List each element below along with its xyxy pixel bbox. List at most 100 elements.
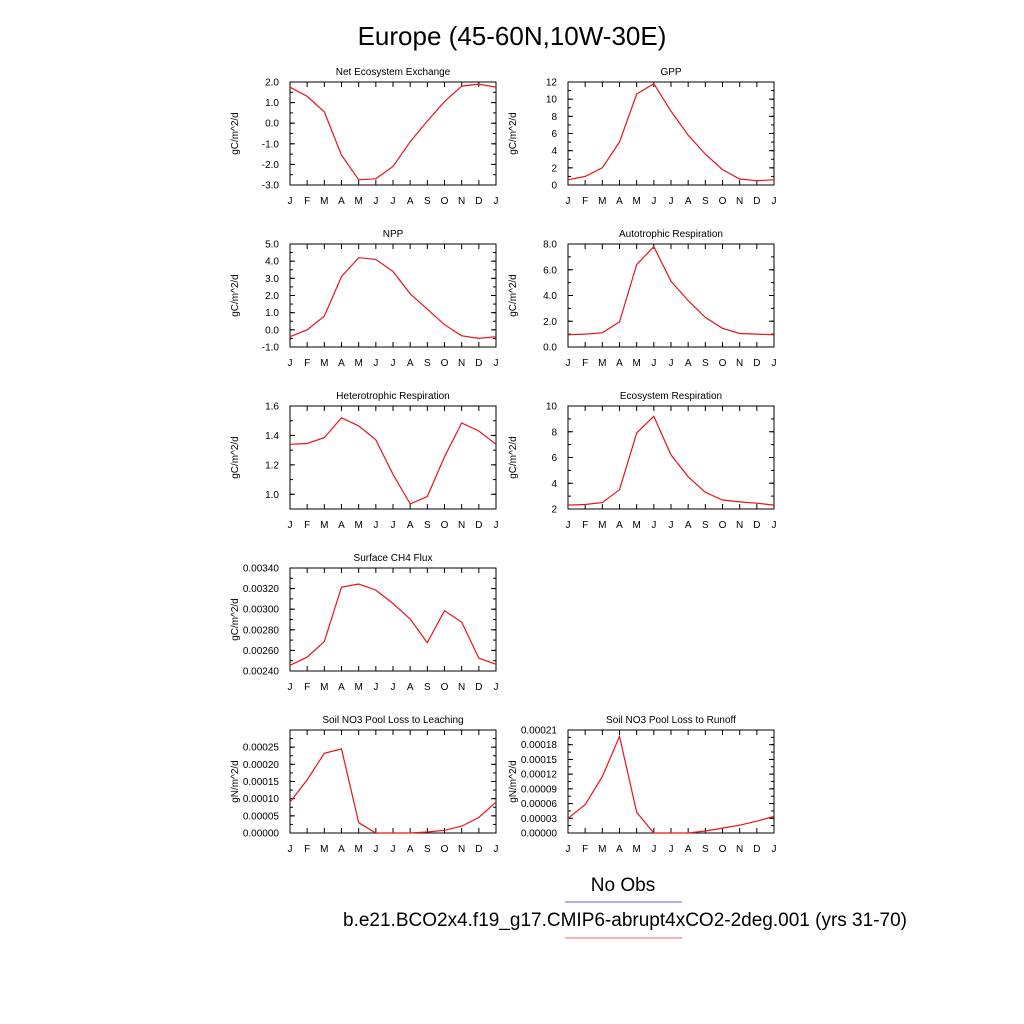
x-tick-label: F — [304, 520, 310, 531]
x-tick-label: S — [702, 358, 709, 369]
y-tick-label: 4.0 — [543, 291, 557, 302]
x-tick-label: O — [719, 844, 727, 855]
x-tick-label: M — [632, 520, 640, 531]
x-tick-label: M — [354, 196, 362, 207]
x-tick-label: J — [494, 682, 499, 693]
y-axis-label: gC/m^2/d — [230, 274, 241, 317]
y-tick-label: 0.00000 — [243, 829, 280, 840]
x-tick-label: J — [373, 358, 378, 369]
y-tick-label: -1.0 — [262, 139, 280, 150]
x-tick-label: M — [320, 520, 328, 531]
chart-title: Ecosystem Respiration — [620, 391, 722, 402]
x-tick-label: J — [772, 844, 777, 855]
x-tick-label: M — [632, 196, 640, 207]
x-tick-label: J — [391, 196, 396, 207]
x-tick-label: O — [441, 196, 449, 207]
y-tick-label: 0.0 — [265, 119, 279, 130]
x-tick-label: M — [354, 358, 362, 369]
y-axis-label: gC/m^2/d — [508, 274, 519, 317]
x-tick-label: D — [475, 196, 482, 207]
x-tick-label: O — [441, 682, 449, 693]
series-line — [289, 417, 497, 505]
plot-frame — [289, 729, 497, 834]
y-axis-label: gC/m^2/d — [230, 598, 241, 641]
x-tick-label: J — [373, 844, 378, 855]
x-tick-label: A — [685, 196, 692, 207]
x-tick-label: O — [719, 358, 727, 369]
x-tick-label: A — [407, 844, 414, 855]
x-tick-label: J — [772, 358, 777, 369]
y-tick-label: 1.0 — [265, 98, 279, 109]
y-tick-label: 0.00025 — [243, 743, 280, 754]
x-tick-label: O — [441, 358, 449, 369]
x-tick-label: J — [391, 358, 396, 369]
plot-frame — [289, 81, 497, 186]
x-tick-label: J — [566, 520, 571, 531]
y-tick-label: 0.00320 — [243, 584, 280, 595]
x-tick-label: A — [338, 196, 345, 207]
y-tick-label: -1.0 — [262, 343, 280, 354]
x-tick-label: J — [494, 358, 499, 369]
x-tick-label: F — [304, 196, 310, 207]
y-tick-label: 6 — [551, 453, 557, 464]
y-tick-label: 0.00000 — [521, 829, 558, 840]
y-axis-label: gN/m^2/d — [508, 760, 519, 803]
x-tick-label: F — [582, 520, 588, 531]
x-tick-label: D — [753, 844, 760, 855]
chart-title: Surface CH4 Flux — [354, 553, 433, 564]
x-tick-label: A — [338, 520, 345, 531]
y-tick-label: 1.4 — [265, 431, 279, 442]
y-tick-label: -3.0 — [262, 181, 280, 192]
x-tick-label: A — [616, 196, 623, 207]
x-tick-label: A — [685, 358, 692, 369]
x-tick-label: M — [354, 682, 362, 693]
series-line — [289, 83, 497, 181]
legend-label-model: b.e21.BCO2x4.f19_g17.CMIP6-abrupt4xCO2-2… — [343, 910, 907, 931]
x-tick-label: J — [669, 358, 674, 369]
plot-frame — [289, 567, 497, 672]
x-tick-label: D — [475, 844, 482, 855]
x-tick-label: D — [753, 196, 760, 207]
x-tick-label: F — [304, 682, 310, 693]
y-tick-label: 10 — [546, 95, 558, 106]
x-tick-label: M — [598, 358, 606, 369]
y-tick-label: 0.00010 — [243, 794, 280, 805]
x-tick-label: S — [424, 196, 431, 207]
x-tick-label: J — [288, 358, 293, 369]
x-tick-label: M — [354, 520, 362, 531]
y-tick-label: 0.00005 — [243, 811, 280, 822]
x-tick-label: A — [407, 682, 414, 693]
y-tick-label: 4.0 — [265, 257, 279, 268]
series-line — [289, 748, 497, 834]
y-tick-label: 0.00006 — [521, 799, 558, 810]
x-tick-label: J — [494, 196, 499, 207]
x-tick-label: M — [320, 358, 328, 369]
y-axis-label: gC/m^2/d — [508, 436, 519, 479]
x-tick-label: F — [582, 196, 588, 207]
y-axis-label: gN/m^2/d — [230, 760, 241, 803]
x-tick-label: A — [407, 358, 414, 369]
x-tick-label: D — [475, 682, 482, 693]
chart-title: Soil NO3 Pool Loss to Leaching — [322, 715, 463, 726]
x-tick-label: S — [424, 844, 431, 855]
plot-frame — [567, 405, 775, 510]
x-tick-label: N — [736, 196, 743, 207]
x-tick-label: S — [424, 358, 431, 369]
x-tick-label: M — [598, 844, 606, 855]
x-tick-label: S — [702, 520, 709, 531]
y-tick-label: 8 — [551, 112, 557, 123]
x-tick-label: J — [669, 196, 674, 207]
plot-frame — [567, 243, 775, 348]
y-tick-label: 4 — [551, 146, 557, 157]
plot-frame — [289, 405, 497, 510]
x-tick-label: J — [288, 844, 293, 855]
chart-title: Soil NO3 Pool Loss to Runoff — [606, 715, 736, 726]
x-tick-label: J — [288, 196, 293, 207]
series-line — [567, 415, 775, 506]
y-tick-label: 2.0 — [265, 291, 279, 302]
